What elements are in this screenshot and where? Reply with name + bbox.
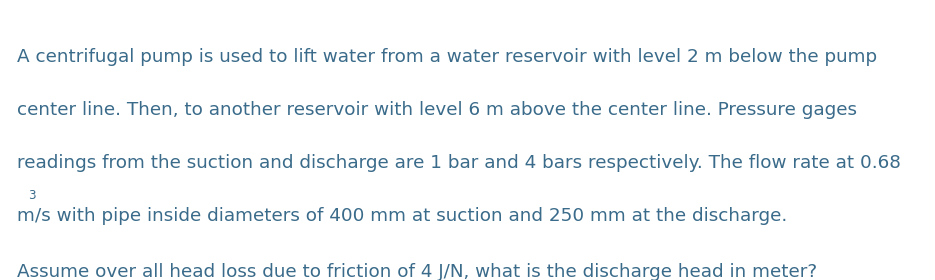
Text: 3: 3 xyxy=(28,189,36,202)
Text: readings from the suction and discharge are 1 bar and 4 bars respectively. The f: readings from the suction and discharge … xyxy=(17,154,900,172)
Text: A centrifugal pump is used to lift water from a water reservoir with level 2 m b: A centrifugal pump is used to lift water… xyxy=(17,48,877,66)
Text: m: m xyxy=(17,207,35,225)
Text: center line. Then, to another reservoir with level 6 m above the center line. Pr: center line. Then, to another reservoir … xyxy=(17,101,856,119)
Text: Assume over all head loss due to friction of 4 J/N, what is the discharge head i: Assume over all head loss due to frictio… xyxy=(17,263,817,280)
Text: /s with pipe inside diameters of 400 mm at suction and 250 mm at the discharge.: /s with pipe inside diameters of 400 mm … xyxy=(36,207,787,225)
